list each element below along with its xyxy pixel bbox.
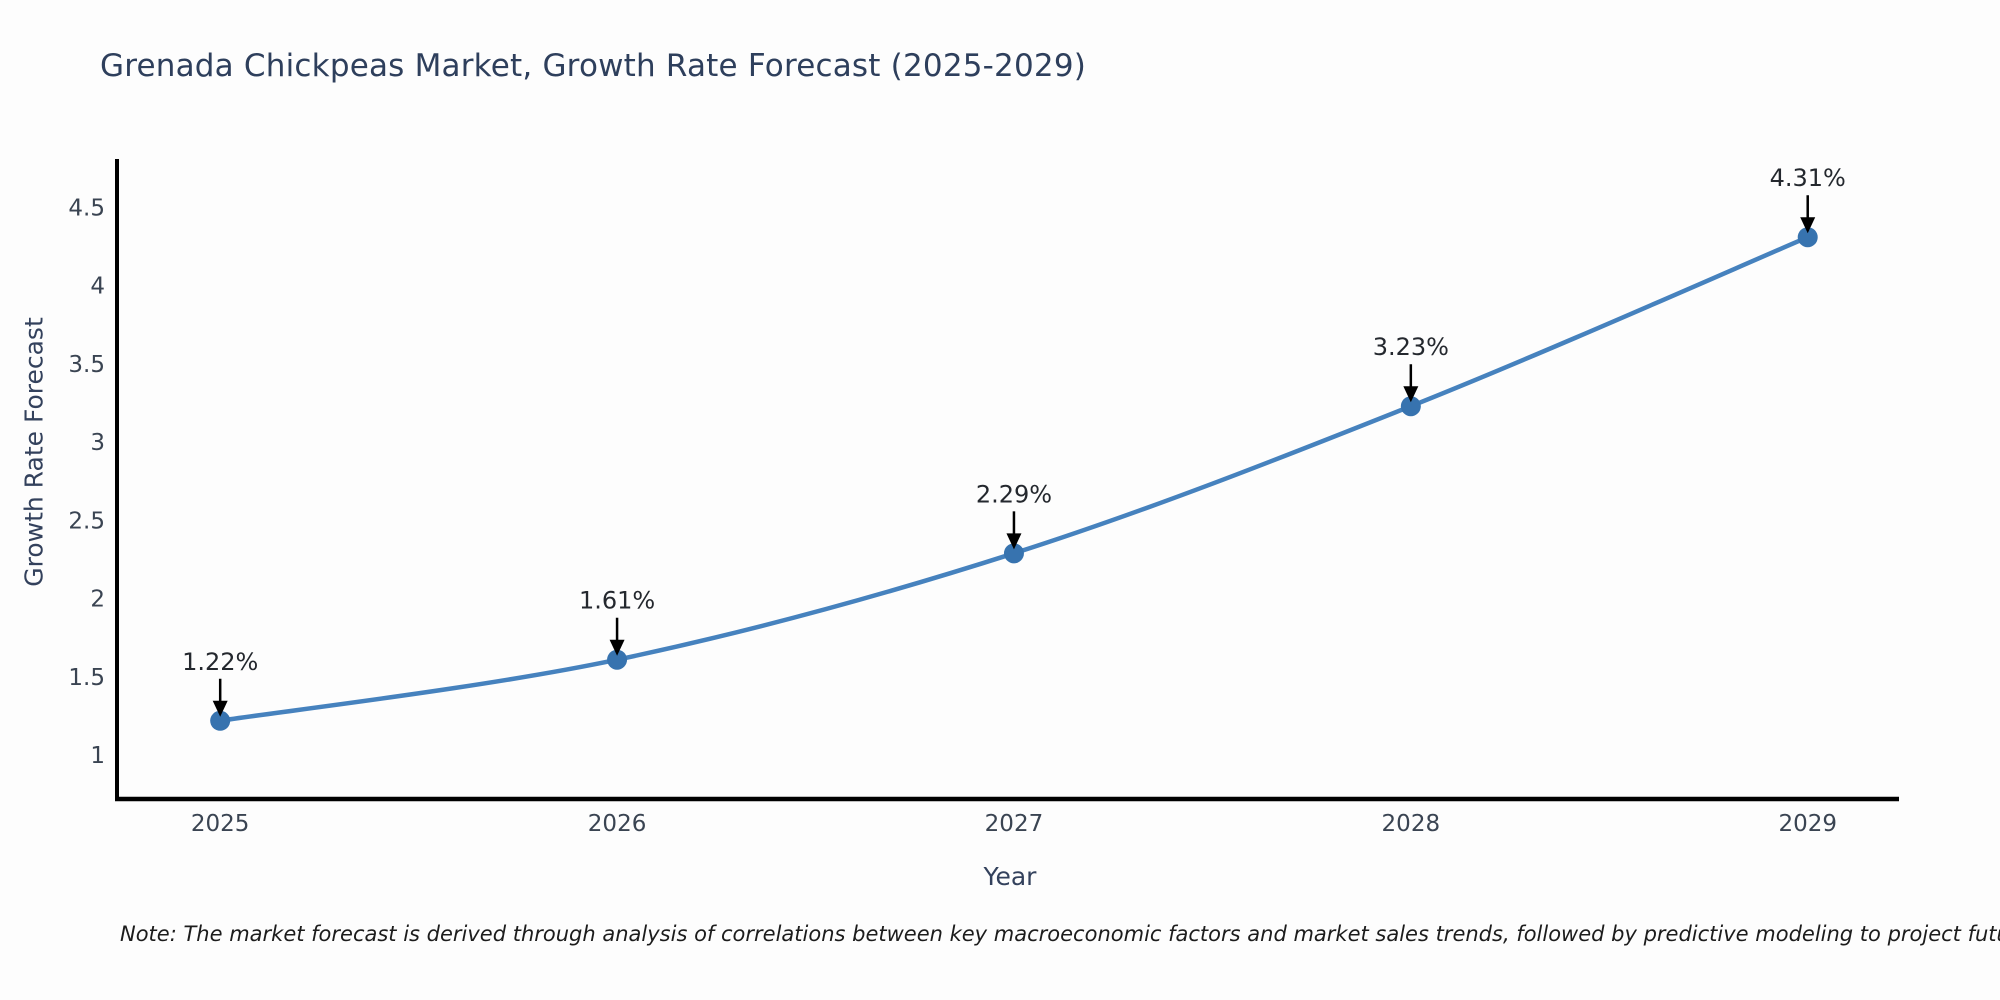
axis-spines xyxy=(115,159,1899,802)
annotation-label: 2.29% xyxy=(976,480,1052,508)
data-point-marker xyxy=(1400,396,1421,417)
data-point-markers xyxy=(210,227,1818,731)
x-tick-label: 2028 xyxy=(1382,811,1441,837)
annotation-arrow-head xyxy=(212,700,228,717)
y-tick-label: 4 xyxy=(90,274,105,300)
forecast-line-series xyxy=(217,234,1810,724)
annotation-label: 3.23% xyxy=(1373,333,1449,361)
data-point-marker xyxy=(1003,543,1024,564)
point-annotations: 1.22% 1.61% 2.29% 3.23% 4.31% xyxy=(182,164,1846,717)
y-axis-tick-labels: 1 1.5 2 2.5 3 3.5 4 4.5 xyxy=(68,196,105,770)
chart-title: Grenada Chickpeas Market, Growth Rate Fo… xyxy=(100,48,1087,84)
x-axis-tick-labels: 2025 2026 2027 2028 2029 xyxy=(191,811,1837,837)
annotation-arrow-head xyxy=(1006,533,1022,550)
y-tick-label: 3.5 xyxy=(68,352,105,378)
x-tick-label: 2025 xyxy=(191,811,250,837)
data-point-marker xyxy=(210,710,231,731)
y-tick-label: 2.5 xyxy=(68,508,105,534)
data-point-marker xyxy=(607,649,628,670)
y-tick-label: 3 xyxy=(90,430,105,456)
forecast-line xyxy=(217,234,1810,724)
footnote-text: Note: The market forecast is derived thr… xyxy=(120,922,2000,946)
y-tick-label: 1.5 xyxy=(68,665,105,691)
annotation-arrow-head xyxy=(1403,386,1419,403)
x-tick-label: 2026 xyxy=(588,811,647,837)
y-tick-label: 1 xyxy=(90,743,105,769)
annotation-arrow-head xyxy=(1800,217,1816,234)
annotation-label: 1.22% xyxy=(182,648,258,676)
x-tick-label: 2029 xyxy=(1778,811,1837,837)
annotation-label: 4.31% xyxy=(1770,164,1846,192)
x-axis-title: Year xyxy=(983,862,1037,891)
data-point-marker xyxy=(1797,227,1818,248)
y-axis-title: Growth Rate Forecast xyxy=(19,317,49,587)
annotation-label: 1.61% xyxy=(579,587,655,615)
y-tick-label: 4.5 xyxy=(68,196,105,222)
y-tick-label: 2 xyxy=(90,587,105,613)
annotation-arrow-head xyxy=(609,639,625,656)
growth-rate-line-chart: 1 1.5 2 2.5 3 3.5 4 4.5 2025 2026 2027 2028 2029 1.… xyxy=(68,159,1899,837)
x-tick-label: 2027 xyxy=(985,811,1044,837)
